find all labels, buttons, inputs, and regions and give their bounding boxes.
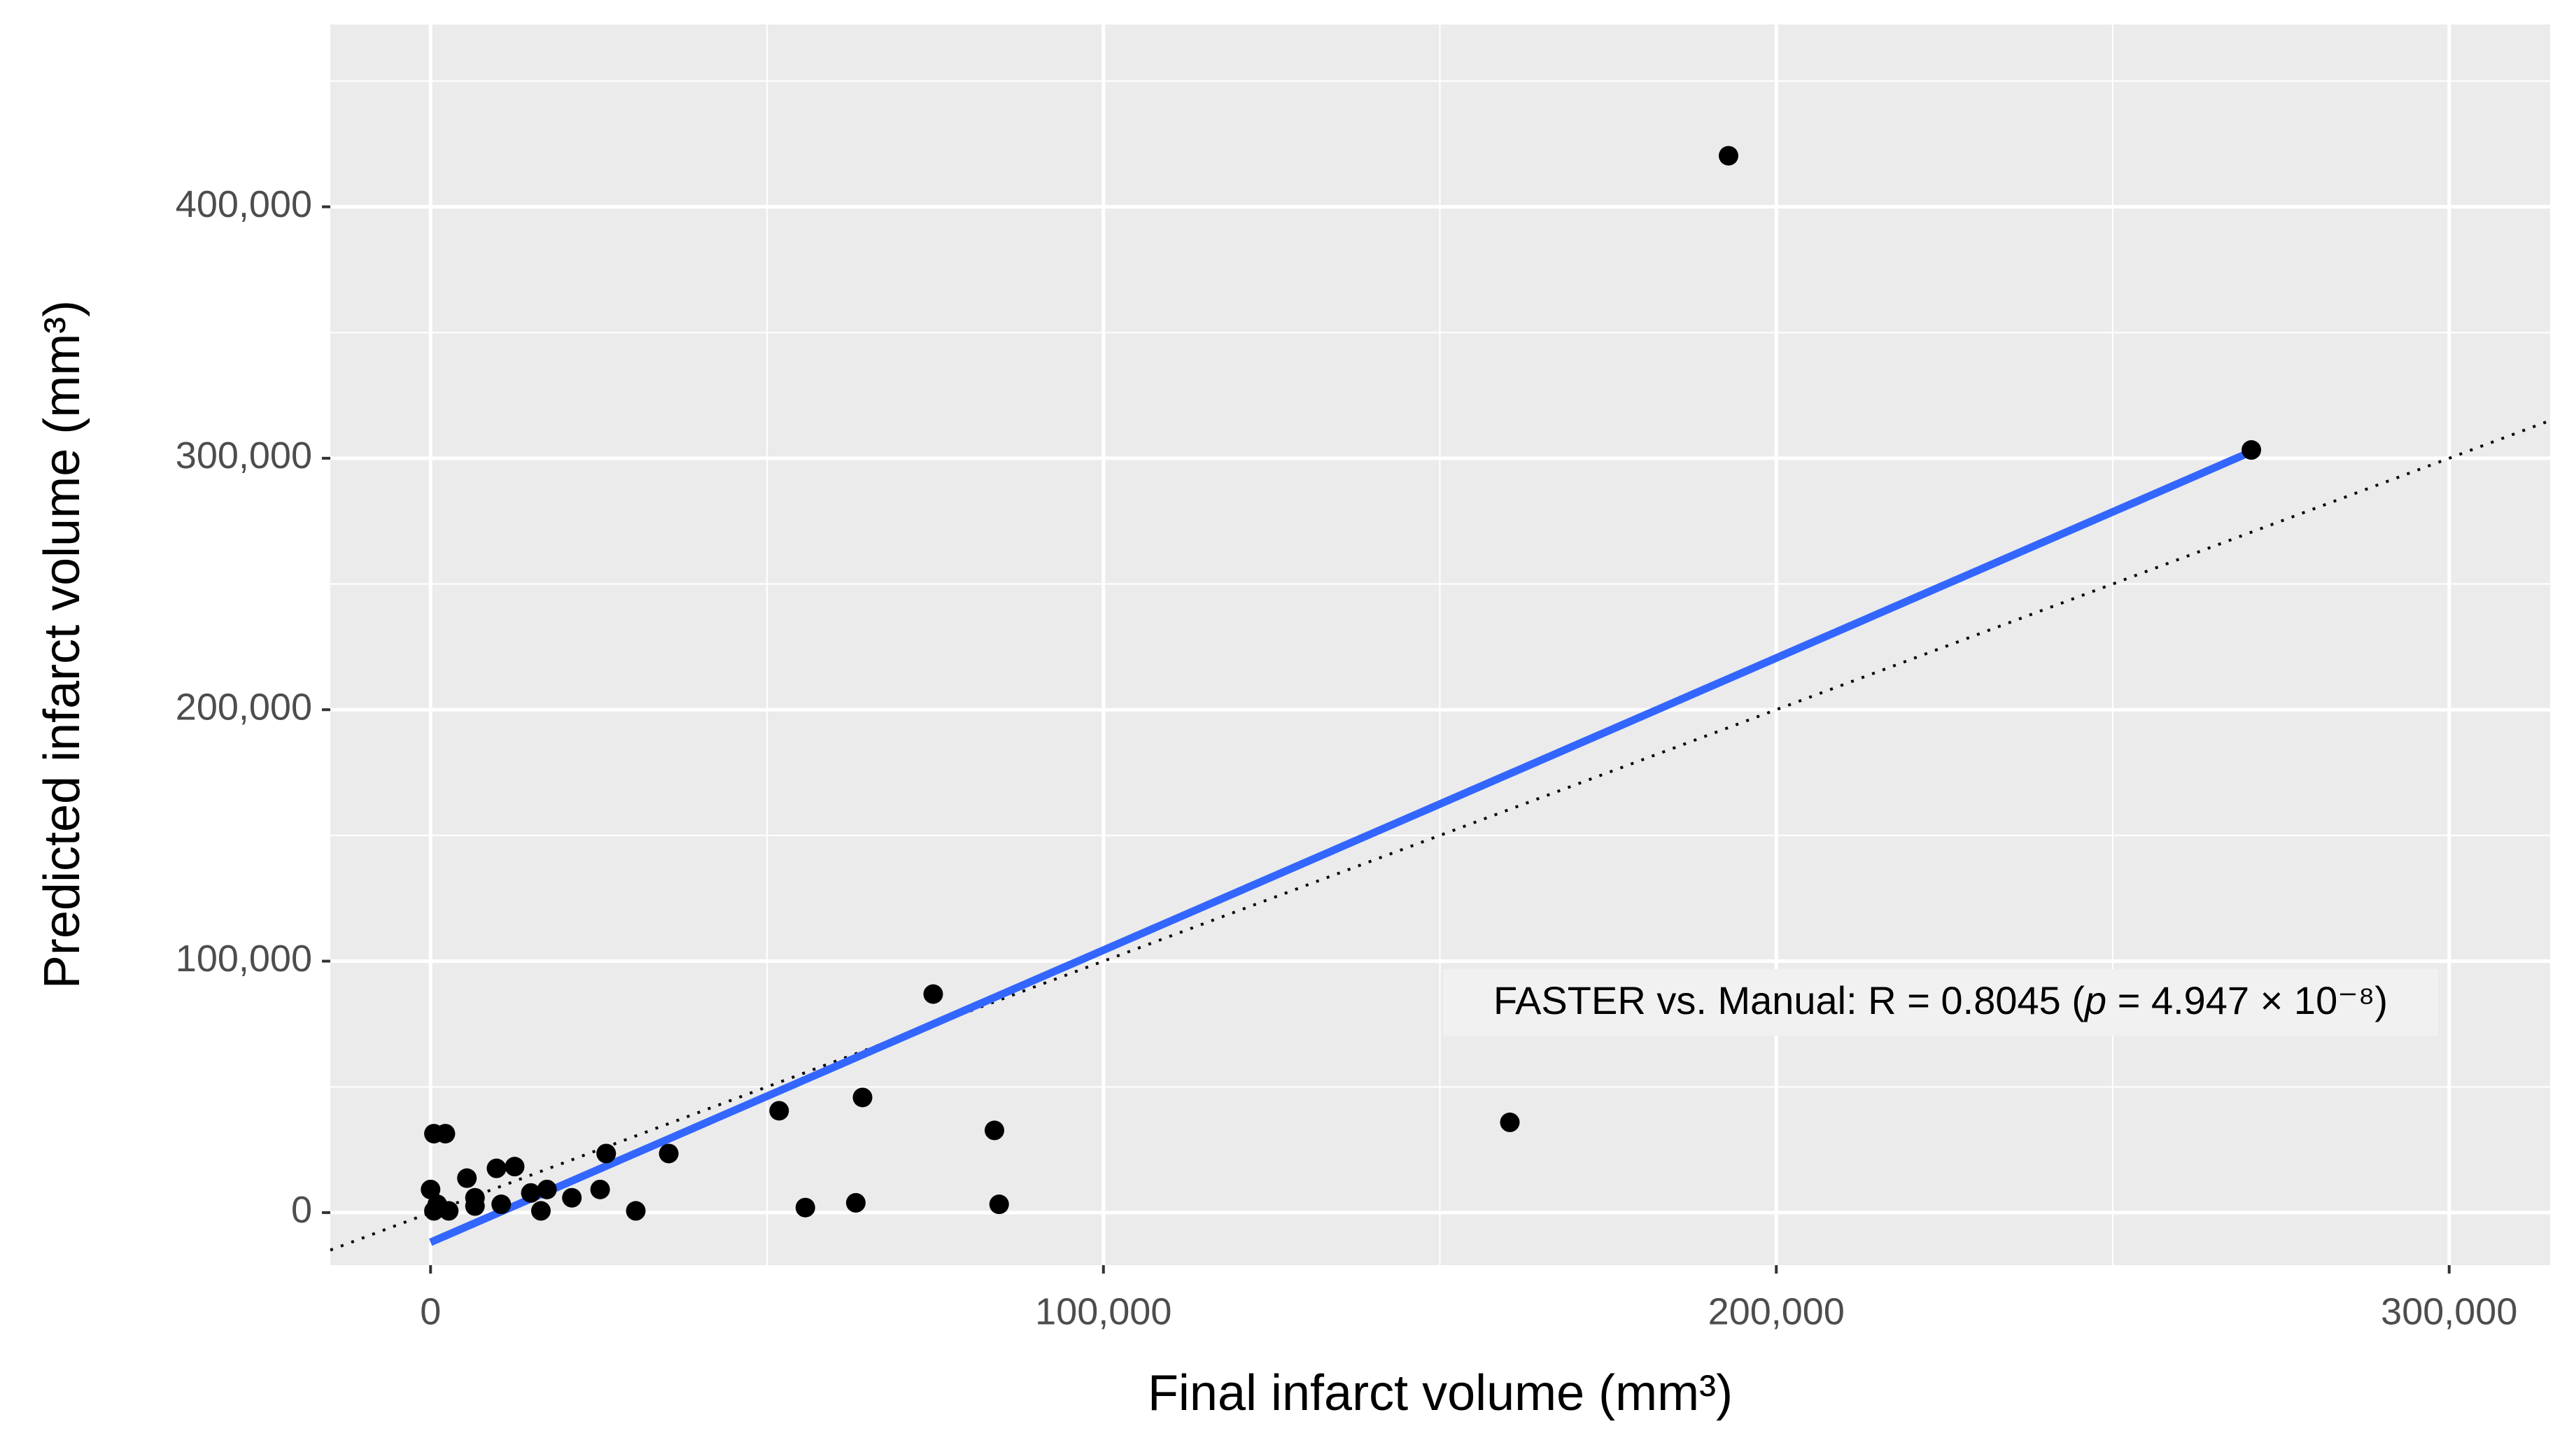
point xyxy=(521,1183,541,1203)
point xyxy=(486,1158,507,1178)
point xyxy=(769,1101,789,1121)
point xyxy=(985,1120,1005,1141)
x-tick-label: 200,000 xyxy=(1708,1290,1845,1332)
x-axis-title: Final infarct volume (mm³) xyxy=(1148,1365,1733,1421)
annotation-part: FASTER vs. Manual: R = 0.8045 ( xyxy=(1493,978,2085,1022)
y-tick-label: 0 xyxy=(291,1189,312,1231)
y-tick-label: 100,000 xyxy=(176,938,312,980)
point xyxy=(923,984,943,1004)
y-tick-label: 300,000 xyxy=(176,435,312,477)
grid xyxy=(330,24,2550,1265)
point xyxy=(659,1143,679,1164)
point xyxy=(562,1187,582,1208)
annotation-box xyxy=(1443,969,2438,1036)
point xyxy=(795,1197,815,1218)
point xyxy=(590,1179,610,1199)
point xyxy=(457,1168,477,1188)
point xyxy=(427,1194,447,1215)
point xyxy=(421,1179,441,1199)
point xyxy=(465,1187,485,1208)
point xyxy=(596,1143,617,1164)
y-tick-label: 200,000 xyxy=(176,686,312,728)
point xyxy=(852,1087,873,1108)
annotation: FASTER vs. Manual: R = 0.8045 (p = 4.947… xyxy=(1493,978,2388,1022)
point xyxy=(845,1192,866,1213)
y-tick-label: 400,000 xyxy=(176,183,312,225)
point xyxy=(530,1201,551,1221)
point xyxy=(424,1124,444,1144)
point xyxy=(2241,440,2262,460)
point xyxy=(1719,146,1739,166)
annotation-part: = 4.947 × 10⁻⁸) xyxy=(2106,978,2388,1022)
y-axis-title: Predicted infarct volume (mm³) xyxy=(34,300,90,989)
fit-line xyxy=(429,448,2253,1246)
x-tick-label: 300,000 xyxy=(2381,1290,2517,1332)
labels: 0 100,000 200,000 300,000 0 100,000 200,000 300… xyxy=(176,183,2518,1332)
x-tick-label: 100,000 xyxy=(1035,1290,1171,1332)
point xyxy=(1500,1112,1520,1132)
x-tick-label: 0 xyxy=(420,1290,441,1332)
marks xyxy=(330,146,2551,1252)
point xyxy=(505,1157,525,1177)
point xyxy=(989,1194,1009,1215)
point xyxy=(626,1201,646,1221)
annotation-part: p xyxy=(2083,978,2106,1022)
point xyxy=(491,1194,512,1215)
point xyxy=(537,1179,557,1199)
